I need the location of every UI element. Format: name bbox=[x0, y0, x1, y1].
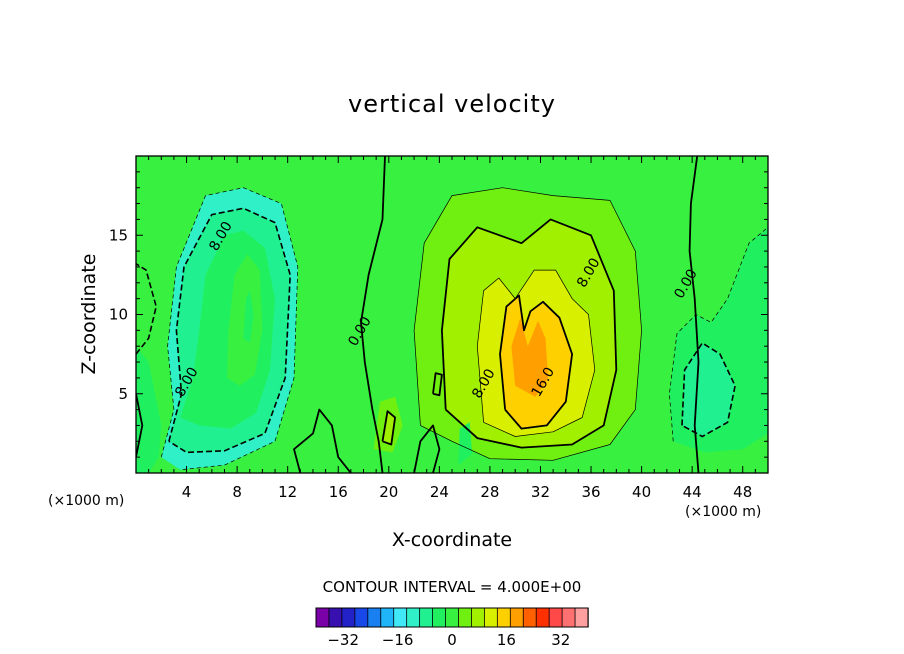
colorbar-tick-label: 32 bbox=[551, 631, 570, 649]
colorbar-cell bbox=[535, 607, 550, 628]
contour-line bbox=[413, 424, 441, 473]
x-tick-label: 12 bbox=[278, 483, 297, 501]
colorbar-cell bbox=[354, 607, 369, 628]
colorbar-tick-label: 16 bbox=[497, 631, 516, 649]
chart-title: vertical velocity bbox=[348, 90, 556, 118]
colorbar-cell bbox=[458, 607, 473, 628]
colorbar-frame bbox=[315, 607, 589, 628]
x-tick-label: 8 bbox=[232, 483, 242, 501]
contour-line bbox=[136, 263, 157, 355]
contour-line bbox=[688, 156, 700, 473]
colorbar-cell bbox=[561, 607, 576, 628]
colorbar-cell bbox=[341, 607, 356, 628]
colorbar-cell bbox=[393, 607, 408, 628]
colorbar-cell bbox=[315, 607, 330, 628]
contour-region bbox=[511, 317, 549, 397]
colorbar-cell bbox=[445, 607, 460, 628]
x-tick-label: 24 bbox=[430, 483, 449, 501]
colorbar-cell bbox=[496, 607, 511, 628]
plot-area: 8.008.000.008.00 16.08.00 0.00 bbox=[135, 155, 769, 474]
colorbar-cell bbox=[548, 607, 563, 628]
contour-line bbox=[413, 187, 642, 461]
contour-line bbox=[360, 156, 386, 473]
contour-region bbox=[243, 290, 254, 343]
colorbar-tick-label: −16 bbox=[382, 631, 414, 649]
y-tick-label: 10 bbox=[109, 306, 128, 324]
colorbar-cell bbox=[509, 607, 524, 628]
x-axis-title: X-coordinate bbox=[392, 529, 512, 551]
colorbar-cell bbox=[367, 607, 382, 628]
colorbar-tick-label: 0 bbox=[447, 631, 457, 649]
contour-line bbox=[669, 227, 768, 442]
x-tick-label: 4 bbox=[182, 483, 192, 501]
x-tick-label: 44 bbox=[683, 483, 702, 501]
colorbar-cell bbox=[380, 607, 395, 628]
filled-contours bbox=[136, 187, 768, 473]
x-unit-label-left: (×1000 m) bbox=[48, 493, 124, 509]
contour-line bbox=[476, 269, 596, 437]
contour-line bbox=[499, 294, 573, 430]
contour-region bbox=[136, 346, 162, 473]
x-tick-label: 48 bbox=[733, 483, 752, 501]
contour-line bbox=[381, 410, 396, 446]
contour-line bbox=[432, 372, 443, 397]
colorbar: −32 −16 0 16 32 bbox=[315, 607, 589, 649]
x-axis: 4 8 12 16 20 24 28 32 36 40 44 48 bbox=[148, 156, 756, 501]
contour-lines bbox=[136, 156, 768, 473]
x-unit-label-right: (×1000 m) bbox=[685, 504, 761, 520]
contour-region bbox=[458, 422, 473, 466]
colorbar-cell bbox=[522, 607, 537, 628]
y-axis-title: Z-coordinate bbox=[78, 254, 100, 375]
colorbar-cell bbox=[406, 607, 421, 628]
contour-line bbox=[681, 342, 736, 438]
contour-line bbox=[168, 207, 291, 454]
x-tick-label: 40 bbox=[632, 483, 651, 501]
y-axis: 5 10 15 bbox=[109, 171, 768, 458]
contour-line bbox=[441, 218, 618, 449]
x-tick-label: 36 bbox=[581, 483, 600, 501]
colorbar-cell bbox=[432, 607, 447, 628]
contour-line bbox=[136, 393, 144, 458]
colorbar-cell bbox=[574, 607, 589, 628]
y-tick-label: 5 bbox=[118, 385, 128, 403]
colorbar-cell bbox=[471, 607, 486, 628]
contour-interval-text: CONTOUR INTERVAL = 4.000E+00 bbox=[323, 578, 582, 596]
colorbar-tick-label: −32 bbox=[327, 631, 359, 649]
colorbar-cell bbox=[328, 607, 343, 628]
x-tick-label: 28 bbox=[480, 483, 499, 501]
y-tick-label: 15 bbox=[109, 226, 128, 244]
x-tick-label: 16 bbox=[329, 483, 348, 501]
x-tick-label: 32 bbox=[531, 483, 550, 501]
x-tick-label: 20 bbox=[379, 483, 398, 501]
colorbar-cell bbox=[419, 607, 434, 628]
colorbar-cell bbox=[483, 607, 499, 628]
contour-line bbox=[293, 408, 352, 473]
